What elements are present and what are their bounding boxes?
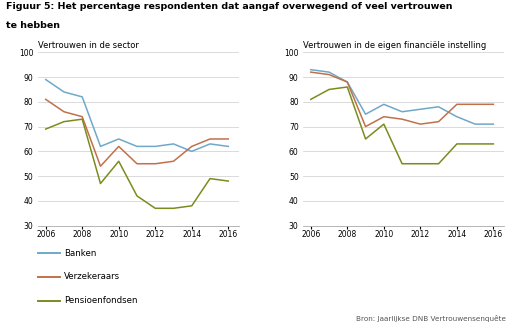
Text: Vertrouwen in de eigen financiële instelling: Vertrouwen in de eigen financiële instel… xyxy=(304,41,487,50)
Text: Vertrouwen in de sector: Vertrouwen in de sector xyxy=(38,41,139,50)
Text: Pensioenfondsen: Pensioenfondsen xyxy=(64,296,138,305)
Text: Bron: Jaarlijkse DNB Vertrouwensenquête: Bron: Jaarlijkse DNB Vertrouwensenquête xyxy=(356,315,506,322)
Text: Figuur 5: Het percentage respondenten dat aangaf overwegend of veel vertrouwen: Figuur 5: Het percentage respondenten da… xyxy=(6,2,453,11)
Text: Banken: Banken xyxy=(64,249,96,258)
Text: Verzekeraars: Verzekeraars xyxy=(64,272,120,282)
Text: te hebben: te hebben xyxy=(6,21,60,30)
